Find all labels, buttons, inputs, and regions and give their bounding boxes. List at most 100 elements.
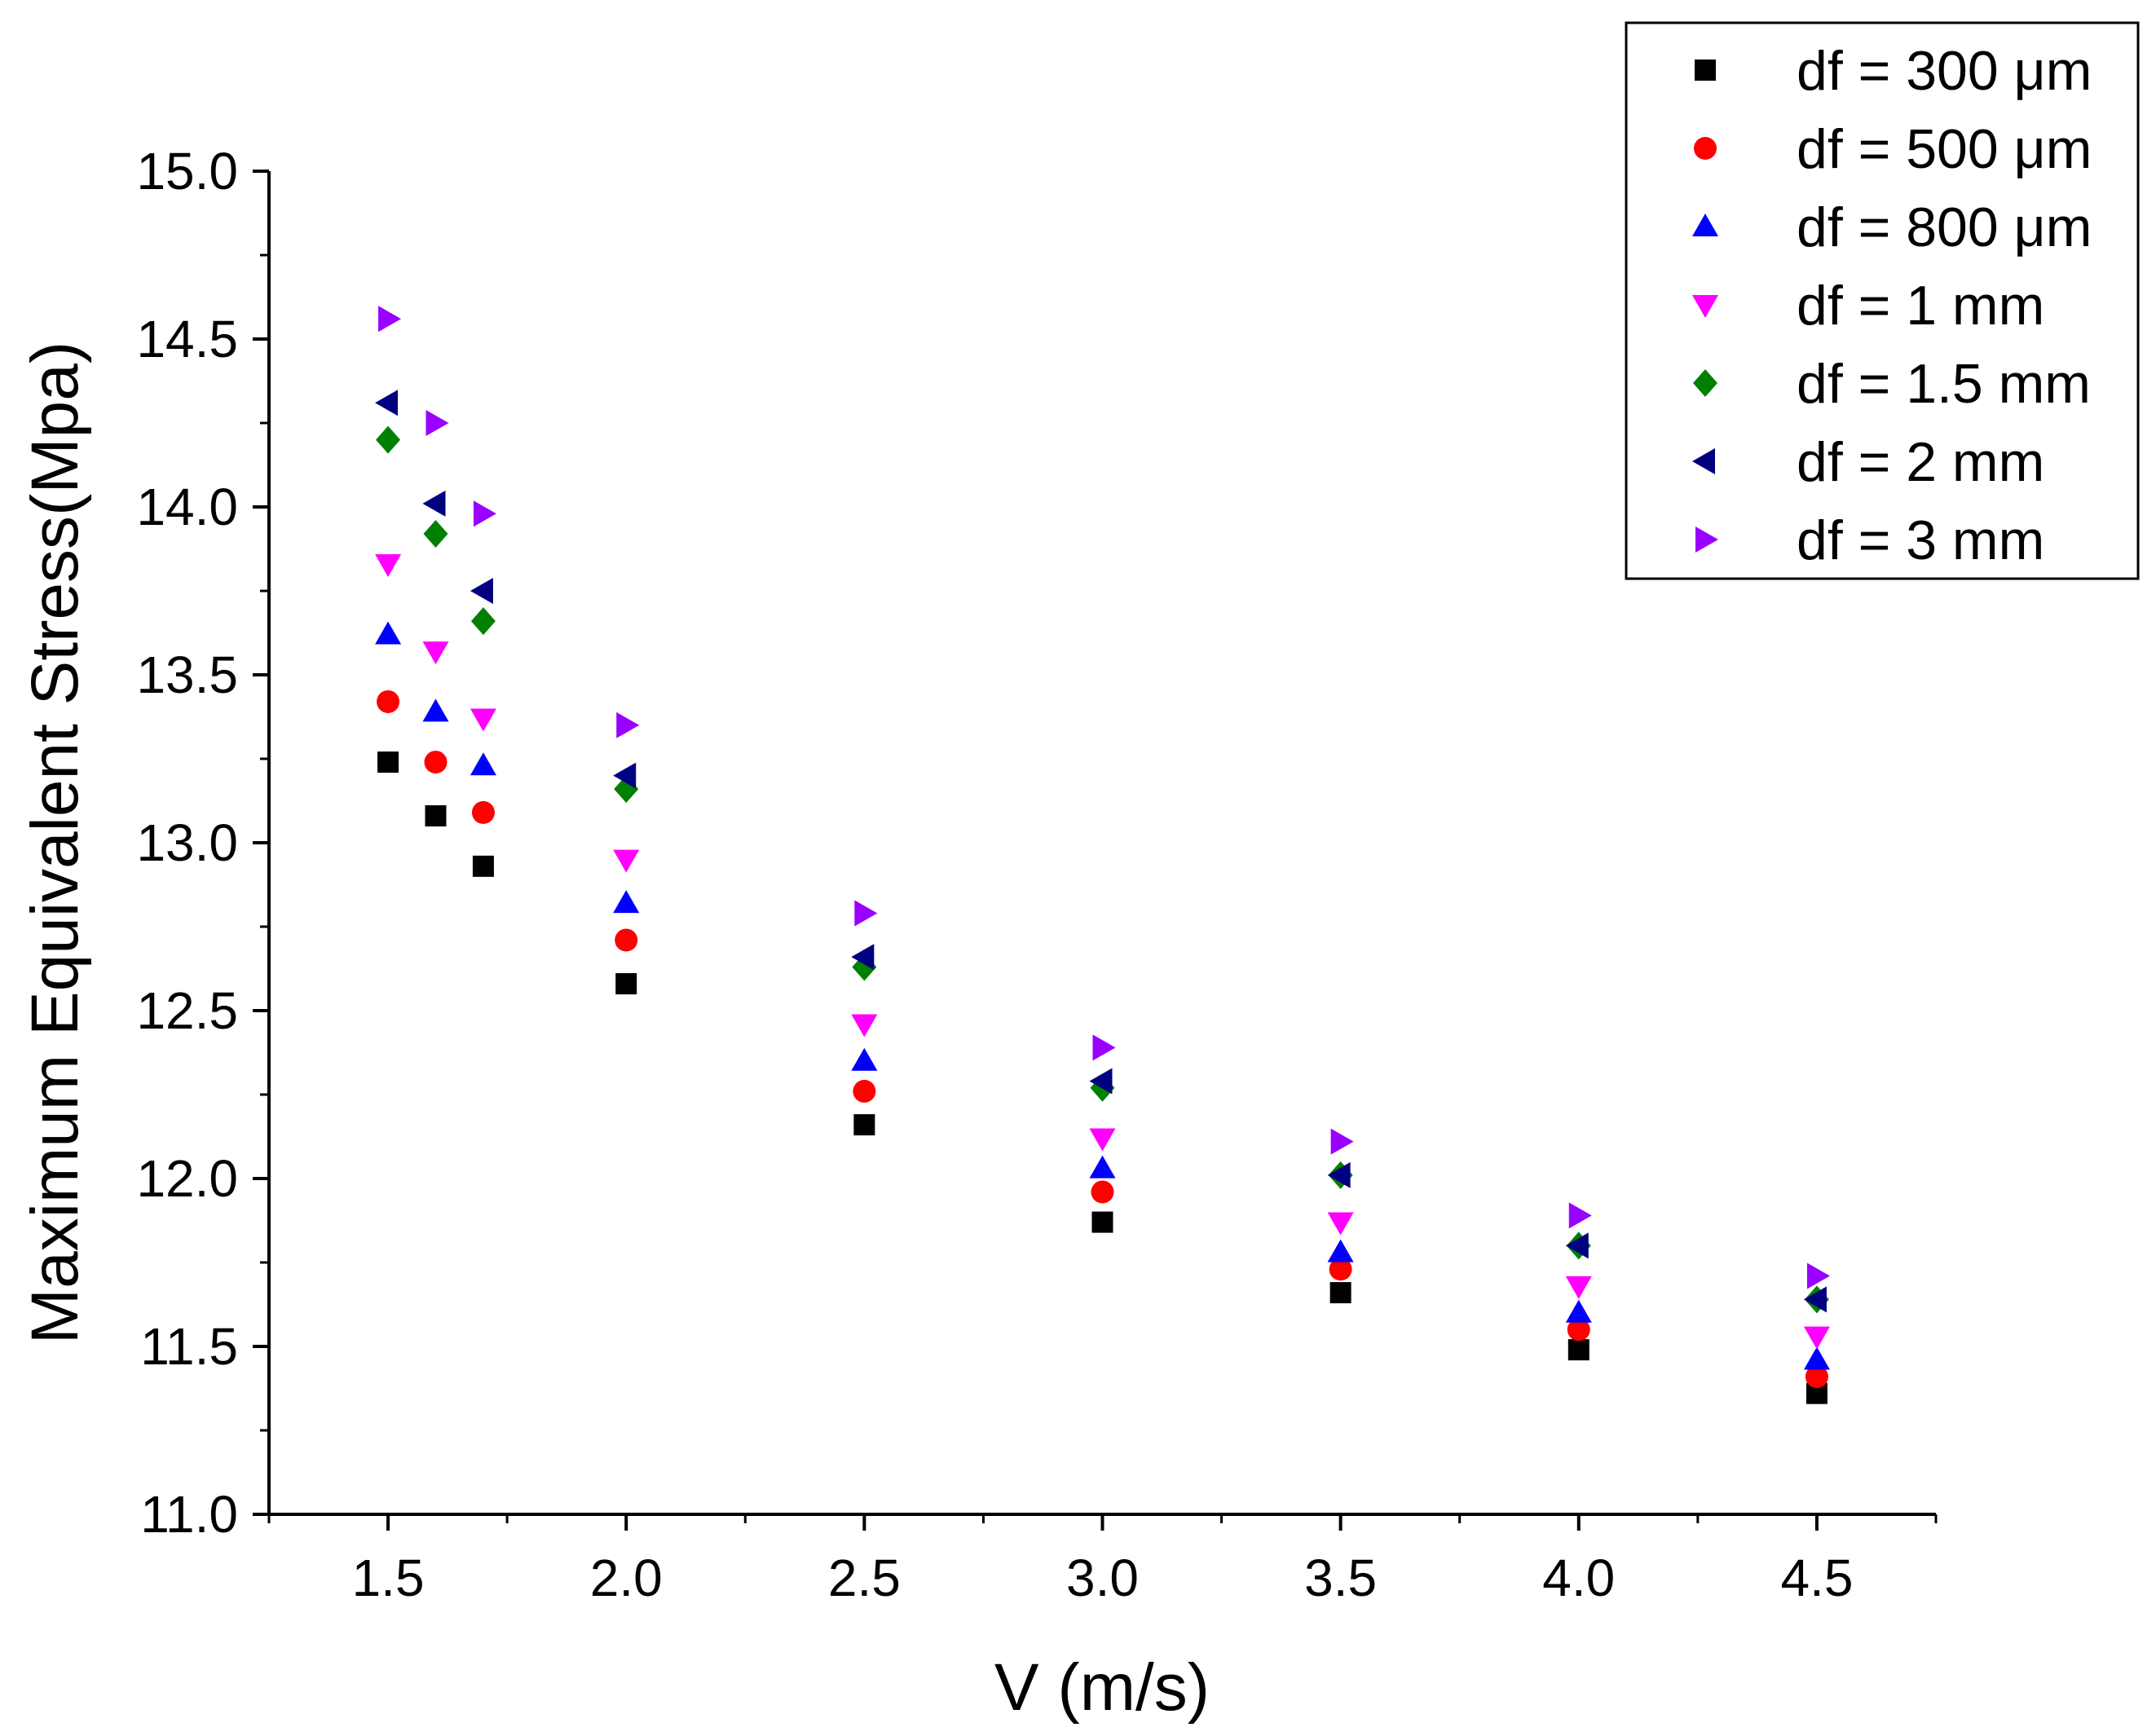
data-point: [1805, 1365, 1828, 1389]
data-point: [1089, 1128, 1116, 1152]
data-point: [1329, 1282, 1351, 1304]
data-point: [473, 500, 496, 527]
legend-marker: [1694, 137, 1717, 160]
data-point: [1803, 1346, 1830, 1370]
data-point: [851, 1047, 878, 1071]
data-point: [422, 698, 449, 722]
data-point: [470, 578, 493, 604]
legend-label: df = 500 μm: [1797, 118, 2092, 180]
data-point: [615, 973, 637, 995]
data-point: [1329, 1258, 1352, 1281]
data-point: [1568, 1202, 1592, 1229]
y-ticks: 11.0 11.5 12.0 12.5 13.0 13.5 14.0 14.5 15.0: [136, 142, 269, 1544]
y-axis-label: Maximum Equivalent Stress(Mpa): [18, 341, 92, 1344]
x-tick-label: 3.5: [1304, 1549, 1377, 1607]
legend-marker: [1692, 295, 1718, 318]
data-point: [376, 425, 401, 454]
data-points: [375, 306, 1830, 1404]
y-tick-label: 13.5: [136, 645, 238, 704]
series-triangle-right: [378, 306, 1830, 1289]
series-triangle-down: [375, 554, 1830, 1350]
data-point: [375, 390, 399, 416]
legend-label: df = 2 mm: [1797, 431, 2044, 493]
data-point: [377, 751, 399, 773]
data-point: [1806, 1262, 1830, 1289]
data-point: [616, 712, 640, 738]
data-point: [471, 800, 495, 824]
x-tick-label: 2.5: [828, 1549, 901, 1607]
data-point: [1567, 1339, 1589, 1361]
data-point: [470, 607, 496, 636]
legend-marker: [1695, 527, 1718, 553]
legend-label: df = 300 μm: [1797, 40, 2092, 102]
y-tick-label: 11.0: [140, 1485, 238, 1544]
legend-marker: [1692, 448, 1715, 474]
legend-marker: [1692, 214, 1718, 236]
data-point: [1091, 1211, 1113, 1233]
series-circle: [377, 690, 1828, 1389]
data-point: [854, 900, 878, 927]
data-point: [470, 752, 496, 776]
series-triangle-left: [375, 390, 1827, 1313]
legend: df = 300 μm df = 500 μm df = 800 μm df = 1 …: [1625, 21, 2140, 580]
data-point: [375, 621, 402, 645]
y-tick-label: 13.0: [136, 813, 238, 872]
y-tick-label: 11.5: [140, 1317, 238, 1376]
data-point: [378, 306, 402, 333]
data-point: [1565, 1276, 1592, 1299]
data-point: [853, 1079, 876, 1103]
x-tick-label: 4.0: [1542, 1549, 1615, 1607]
data-point: [422, 641, 449, 665]
data-point: [1803, 1326, 1830, 1350]
legend-marker: [1695, 59, 1716, 81]
series-square: [377, 751, 1828, 1404]
x-ticks: 1.5 2.0 2.5 3.0 3.5 4.0 4.5: [267, 1514, 1938, 1607]
y-tick-label: 15.0: [136, 142, 238, 200]
data-point: [1092, 1034, 1116, 1061]
legend-label: df = 3 mm: [1797, 509, 2044, 571]
data-point: [1089, 1068, 1113, 1095]
y-tick-label: 14.0: [136, 478, 238, 536]
legend-label: df = 800 μm: [1797, 196, 2092, 258]
x-tick-label: 1.5: [352, 1549, 425, 1607]
data-point: [851, 944, 875, 971]
legend-label: df = 1 mm: [1797, 275, 2044, 337]
data-point: [422, 490, 446, 517]
data-point: [613, 890, 640, 914]
data-point: [1327, 1239, 1354, 1262]
x-tick-label: 2.0: [590, 1549, 663, 1607]
y-tick-label: 12.0: [136, 1149, 238, 1208]
data-point: [375, 554, 402, 578]
data-point: [1330, 1128, 1354, 1155]
data-point: [425, 410, 449, 436]
x-tick-label: 3.0: [1066, 1549, 1139, 1607]
series-triangle-up: [375, 621, 1830, 1370]
legend-label: df = 1.5 mm: [1797, 353, 2091, 415]
data-point: [424, 751, 448, 774]
data-point: [613, 849, 640, 873]
data-point: [1089, 1155, 1116, 1179]
data-point: [1327, 1161, 1351, 1188]
legend-marker: [1693, 369, 1717, 397]
data-point: [1565, 1232, 1589, 1259]
data-point: [613, 762, 637, 789]
data-point: [423, 519, 448, 548]
data-point: [472, 855, 494, 877]
data-point: [1567, 1318, 1590, 1342]
y-tick-label: 14.5: [136, 310, 238, 368]
x-tick-label: 4.5: [1780, 1549, 1853, 1607]
data-point: [1091, 1180, 1114, 1204]
data-point: [425, 805, 447, 827]
x-axis-label: V (m/s): [994, 1650, 1210, 1725]
legend-entries: df = 300 μm df = 500 μm df = 800 μm df = 1 …: [1692, 40, 2092, 571]
data-point: [1327, 1212, 1354, 1236]
data-point: [377, 690, 400, 713]
data-point: [470, 708, 496, 732]
data-point: [615, 928, 638, 952]
y-tick-label: 12.5: [136, 981, 238, 1040]
data-point: [851, 1014, 878, 1038]
data-point: [853, 1114, 875, 1136]
data-point: [1565, 1299, 1592, 1323]
data-point: [1803, 1286, 1827, 1313]
